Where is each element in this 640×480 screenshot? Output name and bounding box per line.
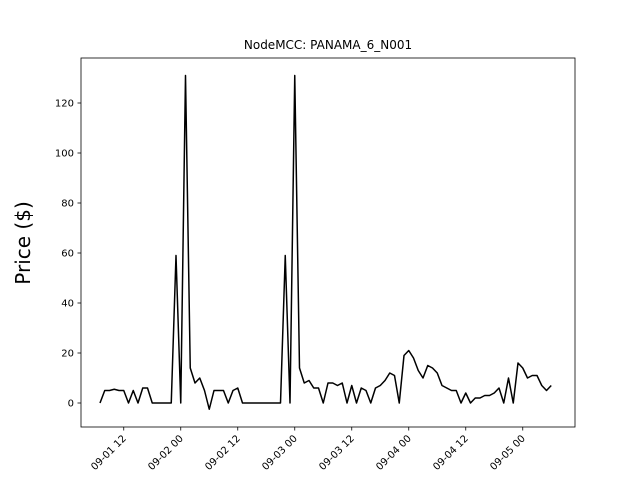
x-tick-label: 09-02 12 — [203, 433, 243, 473]
x-tick-label: 09-04 00 — [374, 433, 414, 473]
x-tick-label: 09-02 00 — [146, 433, 186, 473]
x-tick-label: 09-05 00 — [488, 433, 528, 473]
price-line — [99, 74, 552, 410]
chart-title: NodeMCC: PANAMA_6_N001 — [244, 38, 412, 52]
plot-frame — [80, 57, 576, 428]
y-tick-label: 0 — [68, 399, 74, 410]
y-tick-label: 80 — [61, 199, 74, 210]
y-tick-label: 20 — [61, 349, 74, 360]
y-tick-label: 40 — [61, 299, 74, 310]
x-tick-label: 09-04 12 — [431, 433, 471, 473]
x-tick-label: 09-03 12 — [317, 433, 357, 473]
y-tick-label: 60 — [61, 249, 74, 260]
y-axis-label: Price ($) — [11, 201, 35, 284]
x-tick-label: 09-01 12 — [89, 433, 129, 473]
y-tick-label: 100 — [55, 149, 74, 160]
x-tick-label: 09-03 00 — [260, 433, 300, 473]
y-tick-label: 120 — [55, 99, 74, 110]
